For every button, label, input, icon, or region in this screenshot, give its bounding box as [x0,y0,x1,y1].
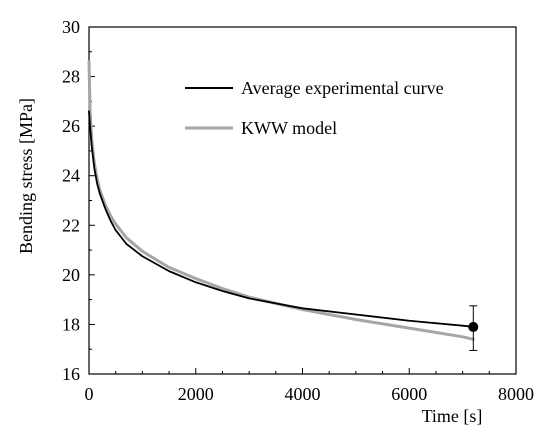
x-axis-label: Time [s] [422,406,483,426]
series-line-experimental [88,110,475,328]
x-tick-label: 8000 [498,384,534,404]
y-tick-label: 24 [62,166,80,186]
y-tick-label: 16 [62,364,80,384]
y-tick-label: 26 [62,116,80,136]
y-tick-label: 22 [62,215,80,235]
x-tick-label: 2000 [178,384,214,404]
x-tick-label: 4000 [285,384,321,404]
y-tick-label: 28 [62,67,80,87]
endpoint-marker [468,321,479,332]
x-tick-label: 0 [85,384,94,404]
legend: Average experimental curve KWW model [185,78,444,138]
x-tick-label: 6000 [391,384,427,404]
legend-label-experimental: Average experimental curve [241,78,444,98]
y-tick-label: 30 [62,17,80,37]
y-axis-label: Bending stress [MPa] [16,98,36,254]
y-tick-label: 20 [62,265,80,285]
y-tick-label: 18 [62,314,80,334]
legend-label-kww: KWW model [241,118,337,138]
